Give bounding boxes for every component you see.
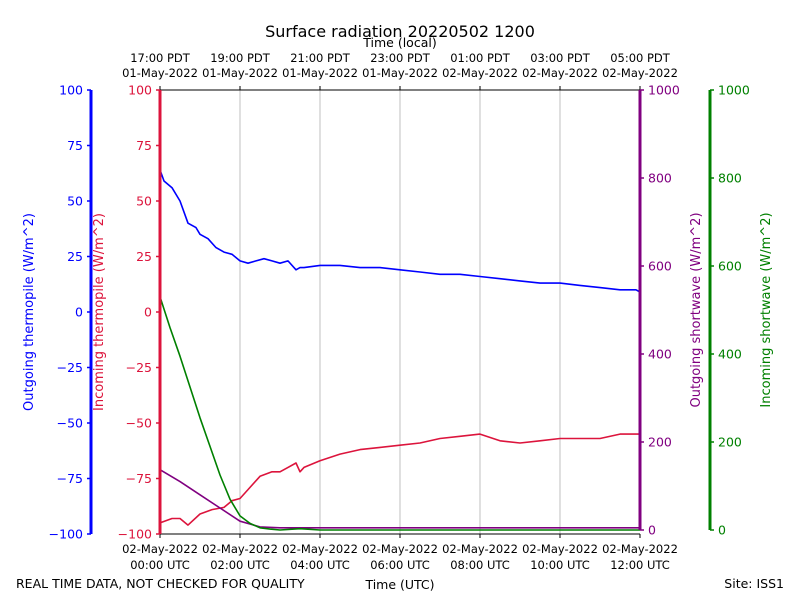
- y-tick-label: 800: [718, 171, 742, 186]
- y-axis-label: Incoming thermopile (W/m^2): [92, 213, 107, 411]
- x-tick-local-time-label: 21:00 PDT: [290, 51, 351, 65]
- y-tick-label: 0: [144, 305, 152, 320]
- x-tick-local-date-label: 02-May-2022: [522, 66, 598, 80]
- y-tick-label: −100: [49, 527, 83, 542]
- x-tick-time-label: 10:00 UTC: [530, 558, 590, 572]
- x-tick-date-label: 02-May-2022: [362, 542, 438, 556]
- x-tick-local-time-label: 03:00 PDT: [530, 51, 591, 65]
- x-tick-time-label: 12:00 UTC: [610, 558, 670, 572]
- y-tick-label: 0: [75, 305, 83, 320]
- x-tick-time-label: 06:00 UTC: [370, 558, 430, 572]
- y-tick-label: 25: [136, 249, 152, 264]
- x-tick-date-label: 02-May-2022: [442, 542, 518, 556]
- y-tick-label: 1000: [718, 83, 750, 98]
- x-tick-local-date-label: 01-May-2022: [202, 66, 278, 80]
- x-ticks: 02-May-2022 00:00 UTC 02-May-2022 02:00 UTC…: [122, 51, 678, 572]
- y-axis-label: Incoming shortwave (W/m^2): [759, 212, 774, 407]
- x-axis-bottom-label: Time (UTC): [364, 577, 434, 592]
- chart-title: Surface radiation 20220502 1200: [265, 22, 535, 41]
- y-tick-label: −25: [57, 360, 83, 375]
- x-tick-date-label: 02-May-2022: [522, 542, 598, 556]
- incoming-shortwave-line: [159, 296, 640, 531]
- x-tick-local-time-label: 05:00 PDT: [610, 51, 671, 65]
- series-lines: [159, 169, 641, 531]
- x-tick-time-label: 02:00 UTC: [210, 558, 270, 572]
- y-tick-label: −100: [118, 527, 152, 542]
- incoming-thermopile-line: [159, 433, 640, 526]
- y-tick-label: 200: [648, 435, 672, 450]
- outgoing-thermopile-line: [159, 169, 641, 293]
- out-thermo-axis: 100 75 50 25 0 −25 −50 −75 −100 Outgoing thermopi…: [22, 83, 93, 542]
- x-tick-date-label: 02-May-2022: [122, 542, 198, 556]
- x-tick-date-label: 02-May-2022: [202, 542, 278, 556]
- y-tick-label: 50: [67, 194, 83, 209]
- x-axis-top-label: Time (local): [362, 35, 436, 50]
- out-sw-axis: 1000 800 600 400 200 0 Outgoing shortwave (W/m…: [638, 83, 704, 538]
- y-tick-label: 75: [67, 138, 83, 153]
- x-tick-local-date-label: 01-May-2022: [362, 66, 438, 80]
- y-tick-label: 100: [59, 83, 83, 98]
- y-tick-label: 400: [718, 347, 742, 362]
- outgoing-shortwave-line: [159, 469, 640, 529]
- y-axis-label: Outgoing thermopile (W/m^2): [22, 213, 37, 411]
- x-tick-local-date-label: 02-May-2022: [602, 66, 678, 80]
- in-sw-axis: 1000 800 600 400 200 0 Incoming shortwave (W/m…: [708, 83, 774, 538]
- y-tick-label: 1000: [648, 83, 680, 98]
- y-tick-label: 75: [136, 138, 152, 153]
- y-tick-label: 0: [718, 523, 726, 538]
- quality-disclaimer: REAL TIME DATA, NOT CHECKED FOR QUALITY: [16, 576, 305, 591]
- x-tick-local-time-label: 01:00 PDT: [450, 51, 511, 65]
- y-tick-label: 600: [718, 259, 742, 274]
- y-tick-label: 800: [648, 171, 672, 186]
- site-label: Site: ISS1: [724, 576, 784, 591]
- y-tick-label: 200: [718, 435, 742, 450]
- x-tick-local-time-label: 23:00 PDT: [370, 51, 431, 65]
- x-tick-date-label: 02-May-2022: [602, 542, 678, 556]
- x-tick-time-label: 00:00 UTC: [130, 558, 190, 572]
- y-tick-label: 0: [648, 523, 656, 538]
- x-tick-local-time-label: 19:00 PDT: [210, 51, 271, 65]
- y-tick-label: 600: [648, 259, 672, 274]
- x-tick-local-time-label: 17:00 PDT: [130, 51, 191, 65]
- y-tick-label: −75: [126, 471, 152, 486]
- x-tick-date-label: 02-May-2022: [282, 542, 358, 556]
- y-axes: 100 75 50 25 0 −25 −50 −75 −100 Outgoing thermopi…: [22, 83, 774, 542]
- y-axis-label: Outgoing shortwave (W/m^2): [689, 212, 704, 407]
- y-tick-label: 400: [648, 347, 672, 362]
- x-tick-local-date-label: 02-May-2022: [442, 66, 518, 80]
- y-tick-label: −50: [126, 416, 152, 431]
- y-tick-label: −50: [57, 416, 83, 431]
- x-tick-local-date-label: 01-May-2022: [122, 66, 198, 80]
- y-tick-label: −25: [126, 360, 152, 375]
- y-tick-label: 25: [67, 249, 83, 264]
- y-tick-label: 50: [136, 194, 152, 209]
- in-thermo-axis: 100 75 50 25 0 −25 −50 −75 −100 Incoming thermopi…: [92, 83, 162, 542]
- grid-lines: [239, 90, 561, 534]
- y-tick-label: 100: [128, 83, 152, 98]
- x-tick-time-label: 04:00 UTC: [290, 558, 350, 572]
- y-tick-label: −75: [57, 471, 83, 486]
- x-tick-time-label: 08:00 UTC: [450, 558, 510, 572]
- x-tick-local-date-label: 01-May-2022: [282, 66, 358, 80]
